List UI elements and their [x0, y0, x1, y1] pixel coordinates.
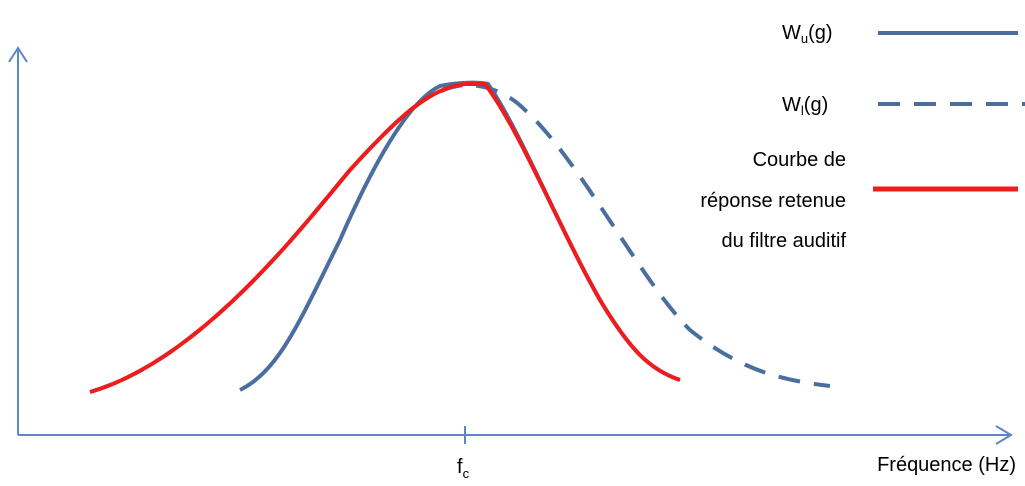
legend: Wu(g) Wl(g) Courbe de réponse retenue du…: [700, 22, 1025, 252]
wl-dashed-curve: [89, 82, 831, 394]
x-axis-arrowhead: [995, 425, 1013, 445]
legend-retained-line-1: Courbe de: [753, 149, 846, 171]
legend-wl-label: Wl(g): [782, 94, 828, 118]
wu-solid-curve: [239, 80, 681, 392]
center-frequency-label: fc: [457, 456, 470, 481]
axes: [8, 46, 1013, 445]
legend-retained-line-3: du filtre auditif: [721, 230, 846, 252]
x-axis-label: Fréquence (Hz): [877, 454, 1016, 476]
legend-retained-line-2: réponse retenue: [700, 190, 846, 212]
y-axis-arrowhead: [8, 46, 28, 63]
legend-wu-label: Wu(g): [782, 22, 833, 46]
retained-response-red-curve: [89, 82, 681, 394]
curves: [89, 80, 831, 394]
